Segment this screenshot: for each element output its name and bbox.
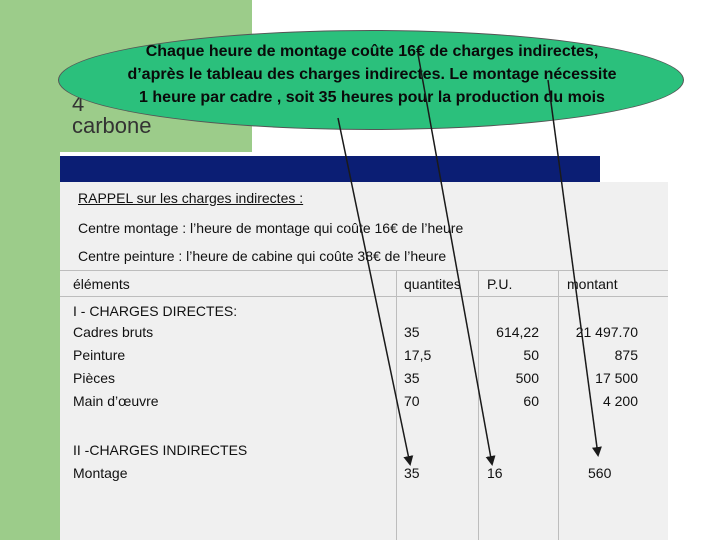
- direct-quantities: 35 17,5 35 70: [404, 321, 431, 413]
- row-pu: 500: [515, 370, 539, 386]
- rappel-title: RAPPEL sur les charges indirectes :: [78, 190, 304, 206]
- row-pu: 50: [523, 347, 539, 363]
- row-qty: 17,5: [404, 347, 432, 363]
- title-divider-bar: [60, 156, 600, 182]
- indirect-label: Montage: [73, 465, 128, 481]
- direct-amounts: 21 497.70 875 17 500 4 200: [562, 321, 638, 413]
- slide-title-line2: carbone: [72, 113, 152, 138]
- row-label: Cadres bruts: [73, 324, 154, 340]
- row-label: Peinture: [73, 347, 126, 363]
- indirect-pu: 16: [487, 465, 503, 481]
- arrow-to-quantity: [337, 117, 414, 466]
- callout-line: Chaque heure de montage coûte 16€ de cha…: [145, 43, 599, 60]
- callout-line: 1 heure par cadre , soit 35 heures pour …: [139, 89, 605, 106]
- left-decor-bar: [0, 0, 60, 540]
- table-col-divider: [558, 270, 559, 540]
- row-pu: 60: [523, 393, 539, 409]
- row-qty: 35: [404, 370, 420, 386]
- row-label: Main d’œuvre: [73, 393, 159, 409]
- header-pu: P.U.: [487, 276, 513, 292]
- arrow-to-unit-price: [417, 53, 496, 466]
- table-top-border: [60, 270, 668, 271]
- row-montant: 875: [614, 347, 638, 363]
- callout-text: Chaque heure de montage coûte 16€ de cha…: [82, 40, 662, 109]
- row-pu: 614,22: [496, 324, 539, 340]
- row-qty: 35: [404, 324, 420, 340]
- header-quantites: quantites: [404, 276, 461, 292]
- callout-bubble: [58, 30, 684, 130]
- section-indirect-title: II -CHARGES INDIRECTES: [73, 442, 248, 458]
- arrow-to-amount: [547, 79, 602, 457]
- header-montant: montant: [567, 276, 618, 292]
- row-label: Pièces: [73, 370, 116, 386]
- header-elements: éléments: [73, 276, 130, 292]
- indirect-montant: 560: [588, 465, 612, 481]
- direct-labels: Cadres bruts Peinture Pièces Main d’œuvr…: [73, 321, 159, 413]
- table-col-divider: [478, 270, 479, 540]
- table-col-divider: [396, 270, 397, 540]
- row-qty: 70: [404, 393, 420, 409]
- indirect-qty: 35: [404, 465, 420, 481]
- direct-unit-prices: 614,22 50 500 60: [487, 321, 539, 413]
- table-header-border: [60, 296, 668, 297]
- row-montant: 17 500: [595, 370, 638, 386]
- section-direct-title: I - CHARGES DIRECTES:: [73, 303, 238, 319]
- callout-line: d’après le tableau des charges indirecte…: [127, 66, 617, 83]
- rappel-peinture: Centre peinture : l’heure de cabine qui …: [78, 248, 447, 264]
- row-montant: 4 200: [602, 393, 638, 409]
- row-montant: 21 497.70: [575, 324, 638, 340]
- rappel-montage: Centre montage : l’heure de montage qui …: [78, 220, 464, 236]
